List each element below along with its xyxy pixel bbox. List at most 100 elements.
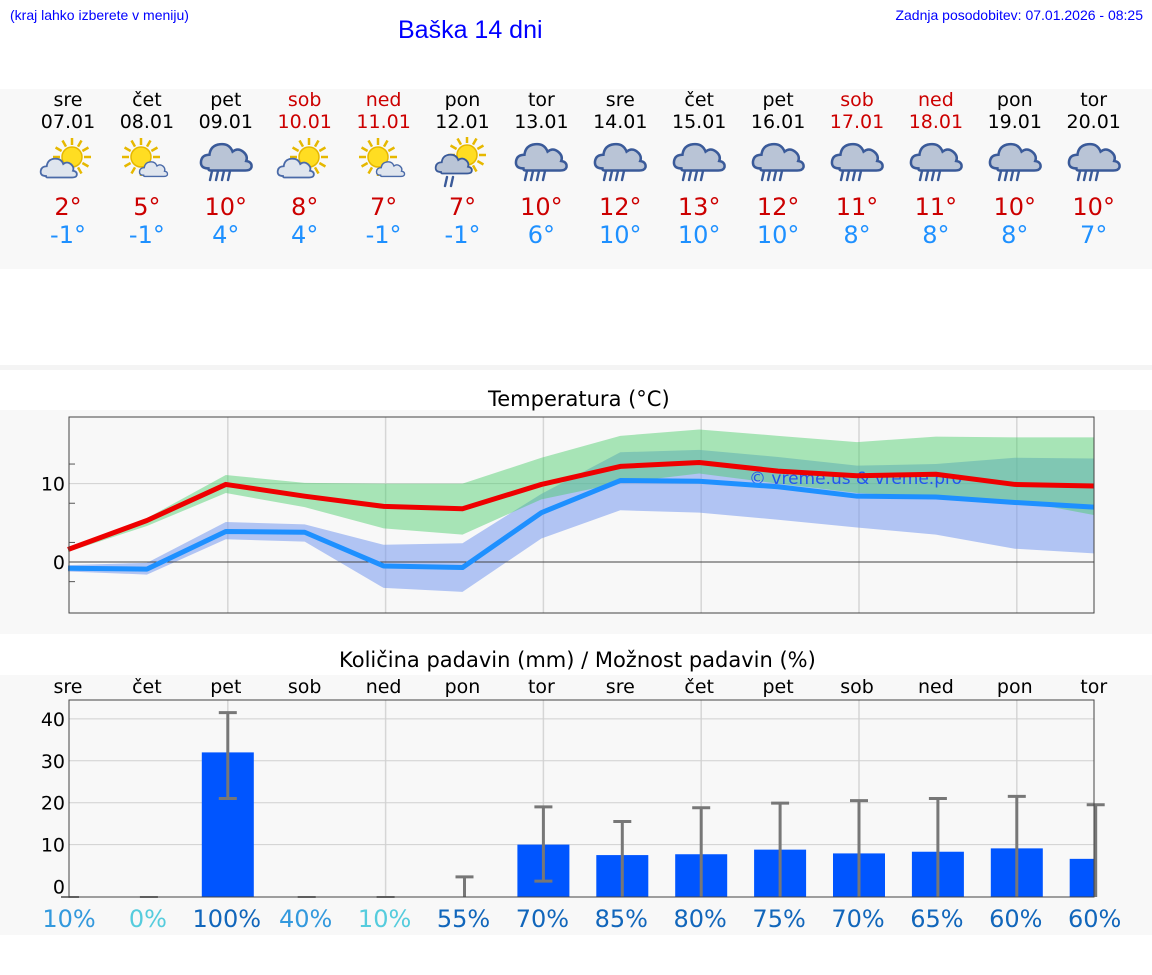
sun-ray [313,139,320,148]
cloud-shape [434,153,473,175]
cloud [1067,142,1121,172]
sun-ray [318,146,326,153]
cloud-shape [138,161,169,178]
day-column: sob 17.01 11° 8° [817,89,897,249]
cloud [751,142,805,172]
min-temperature: 10° [756,221,800,249]
day-column: pet 09.01 10° 4° [186,89,266,249]
sun-ray [54,146,63,153]
raindrop [936,169,942,182]
day-column: sre 14.01 12° 10° [580,89,660,249]
cloud [375,161,405,178]
raindrop [924,169,930,182]
day-name: pet [210,89,242,111]
raindrop [845,169,851,182]
raindrop [839,169,845,182]
raindrop [208,169,213,182]
sun-ray [471,164,478,173]
max-temperature: 7° [448,193,477,221]
raindrop [530,169,535,182]
day-date: 18.01 [908,111,964,133]
cloud-shape [515,142,569,172]
day-date: 16.01 [750,111,806,133]
raindrop [1082,169,1087,182]
cloud-shape [199,142,253,172]
raindrop [1015,169,1020,182]
sun-small-cloud-icon [121,138,169,178]
raindrop [542,169,547,182]
sun-ray [81,161,90,168]
day-name: čet [684,89,714,111]
raindrop [214,169,219,182]
cloud-shape [672,142,727,172]
day-name: ned [917,89,954,111]
page-title: Baška 14 dni [398,16,543,44]
cloud-shape [375,161,405,178]
min-temperature: 4° [212,221,240,249]
raindrop [1094,169,1099,182]
cloud [909,142,963,172]
sun-ray [382,139,389,148]
sun-cloud-icon [276,138,328,179]
cloud [434,153,473,175]
max-temperature: 11° [835,193,879,221]
region-menu-note: (kraj lahko izberete v meniju) [10,7,189,23]
last-updated: Zadnja posodobitev: 07.01.2026 - 08:25 [895,7,1143,23]
cloud [39,157,78,179]
day-column: pon 19.01 10° 8° [975,89,1055,249]
cloud-shape [988,142,1042,172]
temperature-chart-title: Temperatura (°C) [488,387,670,411]
day-name: tor [1080,89,1108,111]
max-temperature: 10° [204,193,248,221]
sun-ray [130,139,136,148]
cloud-shape [1067,142,1121,172]
day-name: tor [527,89,555,111]
raindrop [536,169,541,182]
sun-ray [367,139,373,148]
day-name: pet [762,89,794,111]
sun-ray [123,146,132,153]
max-temperature: 7° [369,193,398,221]
raindrop [699,169,705,182]
day-column: čet 08.01 5° -1° [107,89,187,249]
precipitation-band [0,675,1152,935]
raindrop [1003,169,1008,182]
sun-ray [130,166,136,175]
raindrop [693,169,699,182]
day-column: ned 11.01 7° -1° [344,89,424,249]
raindrop [857,169,863,182]
sun-ray [360,161,368,168]
min-temperature: -1° [50,221,86,249]
rain-cloud-icon [909,142,963,182]
sun-ray [76,166,83,175]
raindrop [609,169,614,182]
max-temperature: 10° [993,193,1037,221]
cloud [988,142,1042,172]
sun-small-cloud-icon [358,138,405,178]
cloud [138,161,169,178]
raindrop [681,169,687,182]
sun-ray [61,139,68,148]
rain-cloud-icon [988,142,1042,182]
rain-cloud-icon [751,142,805,182]
raindrop [778,169,784,182]
rain-cloud-icon [672,142,727,182]
min-temperature: 8° [843,221,871,249]
max-temperature: 12° [756,193,800,221]
rain-cloud-icon [515,142,569,182]
max-temperature: 8° [291,193,319,221]
cloud-shape [751,142,805,172]
cloud [830,142,884,172]
day-date: 14.01 [593,111,648,133]
sun-ray [360,146,368,153]
cloud [276,157,315,179]
rain-cloud-icon [1067,142,1121,182]
day-name: sre [53,89,83,111]
min-temperature: -1° [128,221,165,249]
min-temperature: 6° [527,221,556,249]
temperature-band [0,410,1152,634]
sun-ray [476,159,484,166]
raindrop [930,169,936,182]
raindrop [226,169,231,182]
raindrop [687,169,693,182]
